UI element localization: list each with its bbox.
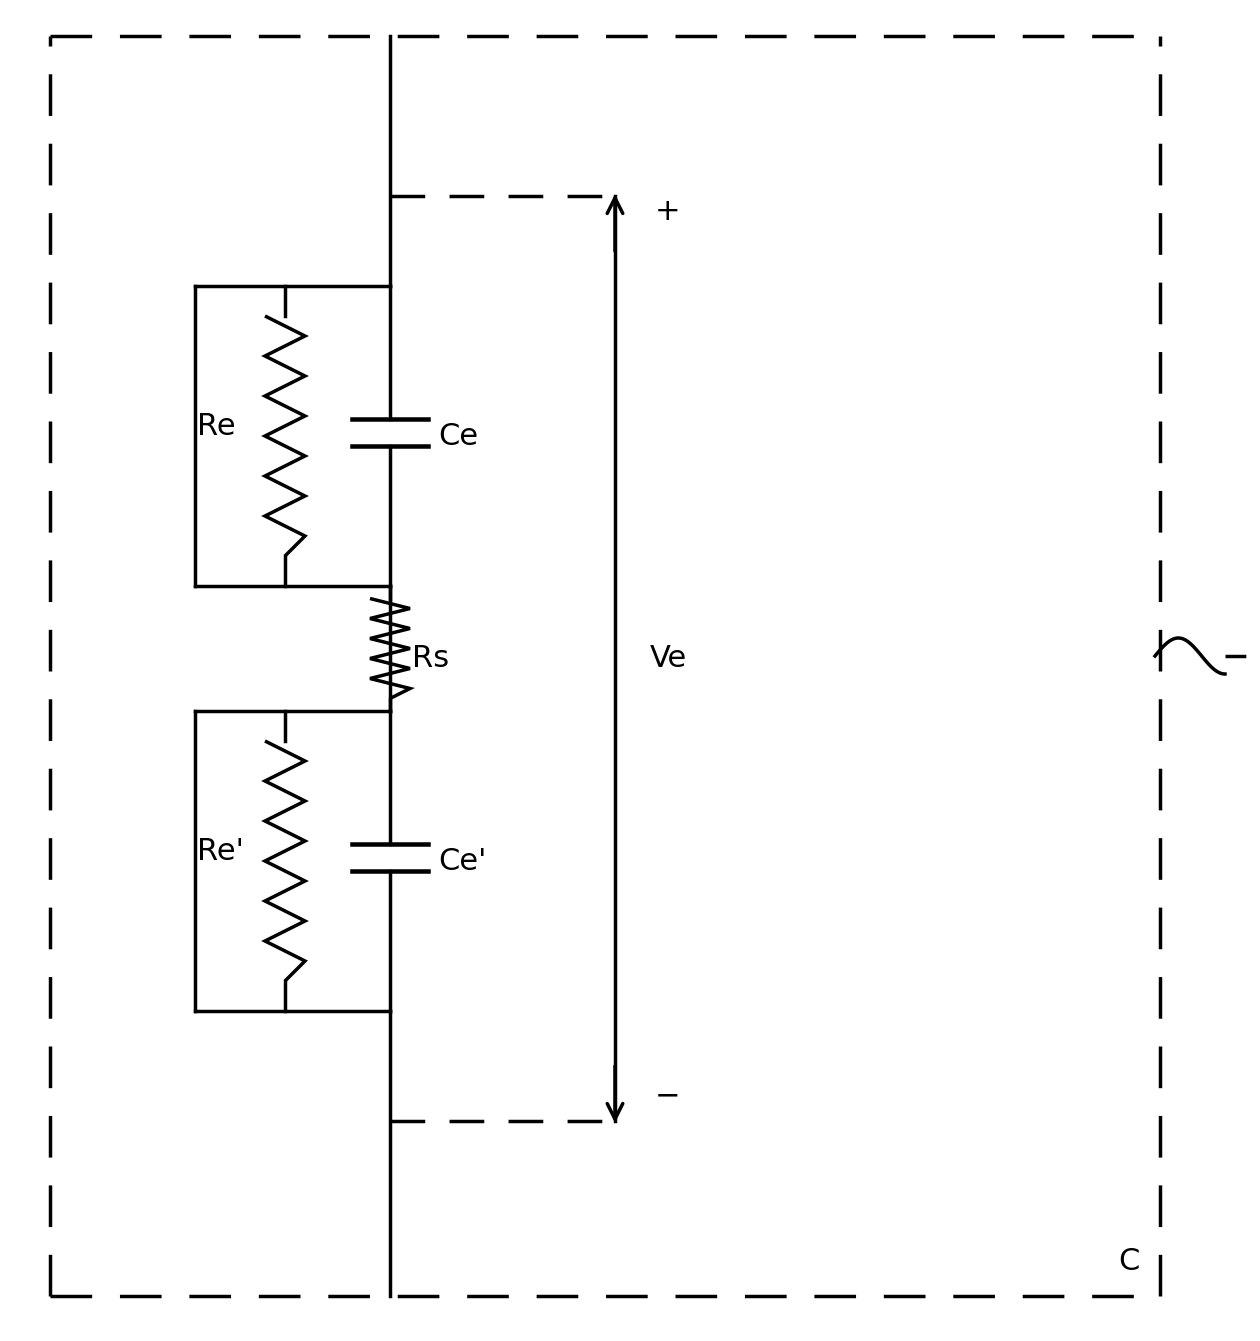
Text: Rs: Rs bbox=[412, 644, 449, 673]
Text: C: C bbox=[1119, 1247, 1140, 1277]
Text: +: + bbox=[655, 197, 680, 225]
Text: −: − bbox=[655, 1081, 680, 1110]
Text: Ve: Ve bbox=[650, 644, 687, 673]
Text: Ce': Ce' bbox=[438, 846, 486, 876]
Text: Re': Re' bbox=[197, 837, 244, 865]
Text: Ce: Ce bbox=[438, 421, 478, 451]
Text: Re: Re bbox=[197, 412, 236, 440]
